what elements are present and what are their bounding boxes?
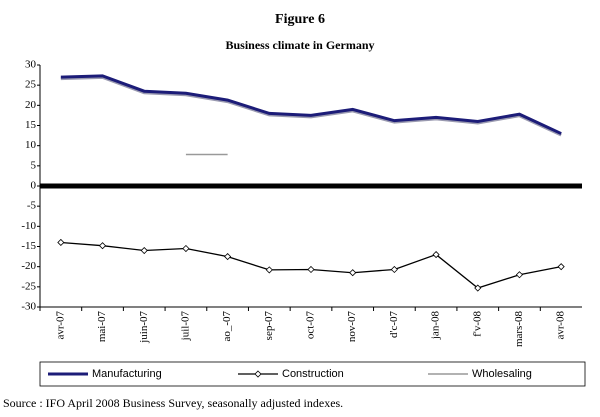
marker — [182, 244, 190, 253]
x-tick-label: juil-07 — [179, 311, 191, 342]
y-tick-label: 25 — [25, 79, 37, 91]
x-tick-label: sep-07 — [263, 311, 275, 341]
x-tick-label: f'v-08 — [471, 311, 483, 337]
y-tick-label: 0 — [31, 180, 37, 192]
x-tick-label: mars-08 — [513, 311, 525, 348]
legend-label: Wholesaling — [472, 368, 532, 380]
legend-label: Construction — [282, 368, 344, 380]
x-tick-label: jan-08 — [430, 311, 442, 341]
y-tick-label: -5 — [27, 200, 37, 212]
marker — [265, 266, 273, 274]
marker — [390, 265, 398, 274]
series-line — [60, 74, 562, 135]
x-tick-label: oct-07 — [305, 311, 317, 340]
legend-box — [39, 361, 586, 387]
x-tick-label: d'c-07 — [388, 311, 400, 339]
source-note: Source : IFO April 2008 Business Survey,… — [3, 396, 343, 410]
y-tick-label: -30 — [21, 301, 36, 313]
y-tick-label: -15 — [21, 240, 36, 252]
marker — [557, 263, 565, 271]
legend-marker — [254, 370, 262, 378]
marker — [224, 253, 232, 261]
marker — [140, 246, 148, 255]
legend-label: Manufacturing — [92, 368, 162, 380]
y-tick-label: -20 — [21, 260, 36, 272]
series-line — [60, 241, 562, 289]
x-tick-label: avr-08 — [555, 311, 567, 340]
y-tick-label: -25 — [21, 280, 36, 292]
y-tick-label: -10 — [21, 220, 36, 232]
marker — [57, 238, 65, 247]
marker — [515, 271, 524, 279]
marker — [349, 269, 357, 277]
chart-title: Figure 6 — [275, 12, 325, 27]
marker — [432, 251, 440, 259]
chart-subtitle: Business climate in Germany — [226, 38, 375, 52]
x-tick-label: nov-07 — [346, 311, 358, 343]
y-tick-label: 30 — [25, 59, 37, 71]
x-tick-label: ao_-07 — [221, 311, 233, 342]
line-shadow — [60, 75, 562, 137]
x-tick-label: avr-07 — [54, 311, 66, 340]
marker — [474, 284, 482, 292]
x-tick-label: juin-07 — [138, 311, 150, 344]
marker — [307, 265, 315, 274]
y-tick-label: 20 — [25, 99, 37, 111]
y-tick-label: 15 — [25, 119, 37, 131]
y-tick-label: 5 — [31, 159, 37, 171]
y-tick-label: 10 — [25, 139, 37, 151]
marker — [98, 242, 107, 250]
x-tick-label: mai-07 — [96, 311, 108, 343]
